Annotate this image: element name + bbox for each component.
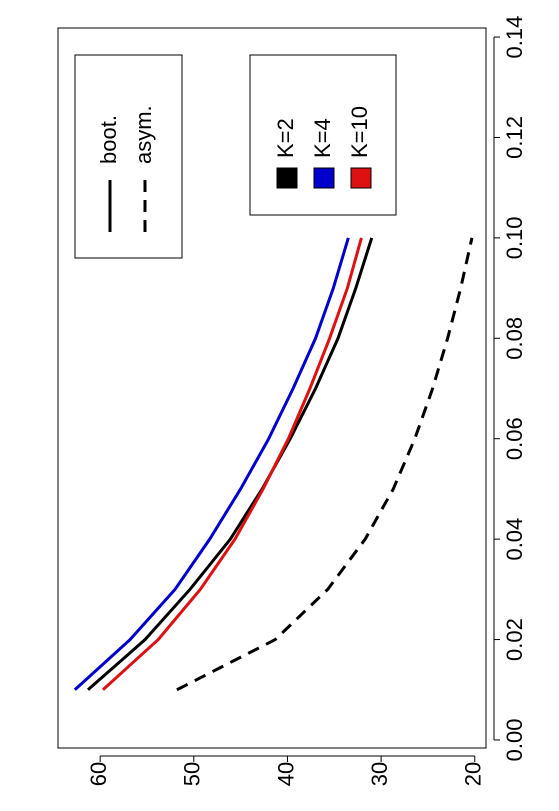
x-tick-label: 0.06	[502, 417, 527, 460]
legend-swatch	[276, 167, 298, 189]
legend-swatch	[350, 167, 372, 189]
plot-frame	[57, 27, 487, 749]
y-tick-label: 50	[180, 762, 205, 786]
x-tick-label: 0.14	[502, 16, 527, 59]
legend-label: asym.	[131, 105, 156, 164]
y-tick-label: 60	[86, 762, 111, 786]
x-tick-label: 0.10	[502, 216, 527, 259]
series-line	[176, 237, 474, 692]
x-tick-label: 0.08	[502, 317, 527, 360]
y-tick-label: 20	[461, 762, 486, 786]
legend-swatch	[313, 167, 335, 189]
series-line	[101, 237, 363, 691]
x-tick-label: 0.12	[502, 116, 527, 159]
x-tick-label: 0.00	[502, 719, 527, 762]
legend-label: K=4	[310, 118, 335, 158]
series-line	[86, 237, 374, 691]
x-tick-label: 0.02	[502, 618, 527, 661]
legend-label: K=10	[347, 106, 372, 158]
plot-area: 0.00 0.02 0.04 0.06 0.08 0.10 0.12 0.14 20 30 40 50…	[57, 16, 527, 786]
x-tick-label: 0.04	[502, 518, 527, 561]
y-tick-label: 30	[367, 762, 392, 786]
series-line	[73, 237, 350, 691]
legend-box	[249, 54, 397, 216]
legend-label: boot.	[96, 115, 121, 164]
legend-box	[74, 54, 183, 259]
y-tick-label: 40	[273, 762, 298, 786]
legend-label: K=2	[273, 118, 298, 158]
